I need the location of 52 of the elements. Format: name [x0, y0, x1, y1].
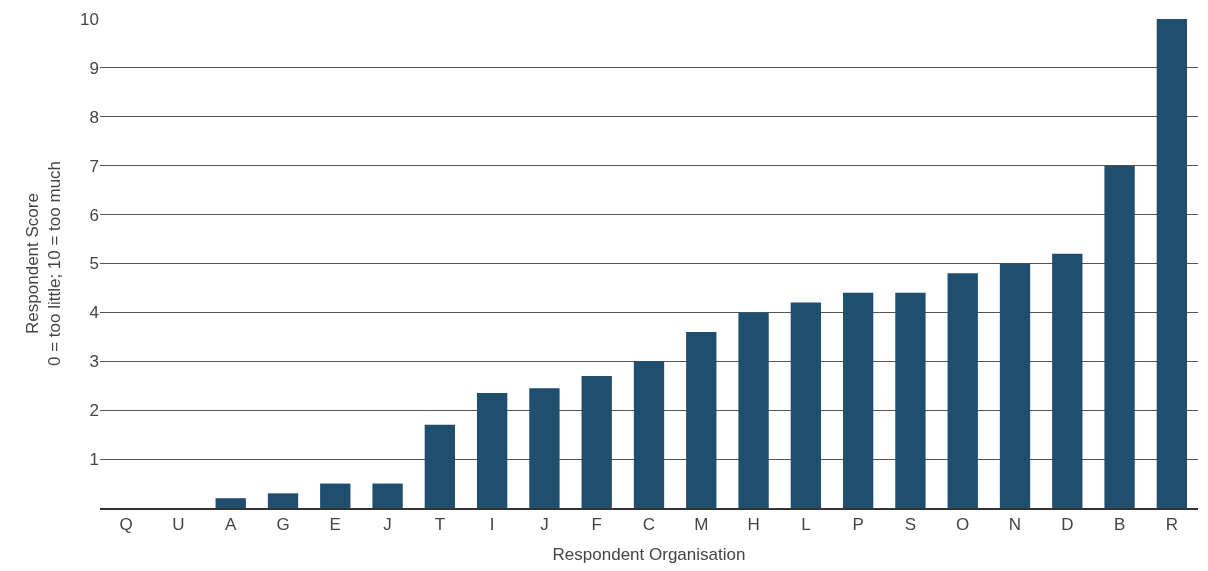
y-tick-label: 4: [89, 303, 99, 323]
y-tick-label: 10: [80, 9, 99, 29]
x-tick-label: A: [225, 515, 238, 535]
bar: [529, 388, 560, 508]
y-tick-label: 1: [89, 450, 99, 470]
bar: [372, 483, 403, 508]
x-tick-label: J: [383, 515, 392, 535]
x-tick-label: F: [591, 515, 602, 535]
bar: [424, 424, 456, 508]
x-tick-label: H: [747, 515, 760, 535]
x-tick-label: E: [329, 515, 341, 535]
bar: [895, 292, 926, 508]
x-tick-label: D: [1061, 515, 1074, 535]
y-tick-label: 2: [89, 401, 99, 421]
bar: [999, 263, 1031, 508]
x-tick-label: T: [434, 515, 446, 535]
x-axis-title: Respondent Organisation: [552, 545, 746, 565]
y-tick-label: 5: [89, 254, 99, 274]
x-tick-label: M: [694, 515, 709, 535]
bar: [947, 273, 978, 508]
bar: [581, 375, 612, 508]
bar: [790, 302, 822, 508]
bar: [842, 292, 874, 508]
y-axis-title: Respondent Score 0 = too little; 10 = too much: [22, 160, 64, 367]
bar: [215, 498, 246, 508]
bar: [476, 393, 508, 508]
y-tick-label: 9: [89, 58, 99, 78]
x-tick-label: S: [904, 515, 917, 535]
bar: [1052, 253, 1083, 508]
y-tick-label: 8: [89, 107, 99, 127]
x-tick-label: R: [1165, 515, 1178, 535]
bar: [633, 361, 665, 508]
x-tick-label: G: [276, 515, 290, 535]
x-tick-label: J: [540, 515, 549, 535]
x-tick-label: L: [801, 515, 811, 535]
bar: [320, 483, 351, 508]
y-tick-label: 6: [89, 205, 99, 225]
x-tick-label: U: [172, 515, 185, 535]
bar: [1104, 165, 1135, 508]
bar: [267, 493, 299, 508]
x-tick-label: P: [852, 515, 864, 535]
y-tick-label: 7: [89, 156, 99, 176]
x-tick-label: O: [956, 515, 970, 535]
bar: [1156, 19, 1188, 508]
x-tick-label: I: [489, 515, 495, 535]
x-tick-label: B: [1113, 515, 1126, 535]
x-tick-label: Q: [119, 515, 133, 535]
bar: [686, 331, 717, 508]
y-tick-label: 3: [89, 352, 99, 372]
bar: [738, 312, 769, 508]
x-tick-label: C: [642, 515, 656, 535]
x-tick-label: N: [1008, 515, 1022, 535]
